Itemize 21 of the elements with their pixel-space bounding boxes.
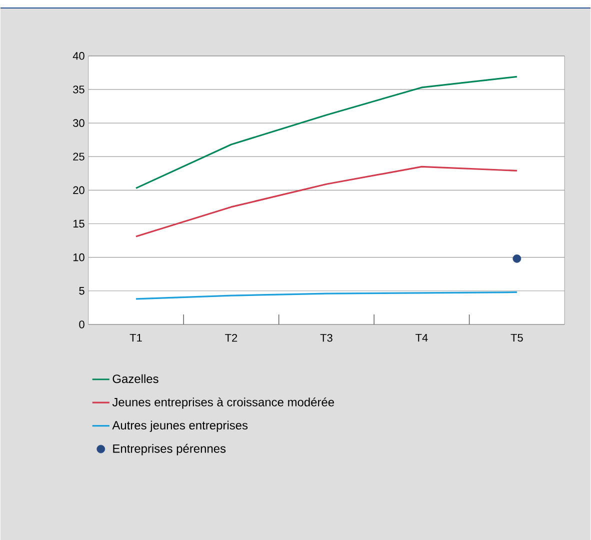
line-series: [135, 291, 518, 300]
line-series: [135, 76, 518, 189]
legend-label: Autres jeunes entreprises: [112, 420, 248, 432]
y-tick-label: 35: [73, 86, 84, 94]
y-tick-label: 10: [73, 253, 84, 262]
x-tick-label: T3: [320, 334, 332, 342]
y-tick-label: 30: [73, 119, 84, 127]
x-tick-label: T1: [130, 334, 142, 342]
x-tick-label: T2: [225, 334, 238, 342]
x-tick-label: T5: [510, 334, 523, 342]
y-tick-label: 40: [72, 52, 84, 60]
x-tick-label: T4: [416, 334, 428, 342]
y-tick-label: 5: [79, 287, 84, 295]
y-tick-label: 0: [79, 320, 84, 328]
y-tick-label: 25: [73, 152, 84, 160]
line-series: [135, 166, 518, 238]
legend-label: Jeunes entreprises à croissance modérée: [112, 397, 334, 409]
legend-label: Gazelles: [112, 374, 158, 384]
y-tick-label: 20: [73, 186, 84, 194]
legend-label: Entreprises pérennes: [113, 444, 226, 456]
y-tick-label: 15: [73, 220, 84, 228]
